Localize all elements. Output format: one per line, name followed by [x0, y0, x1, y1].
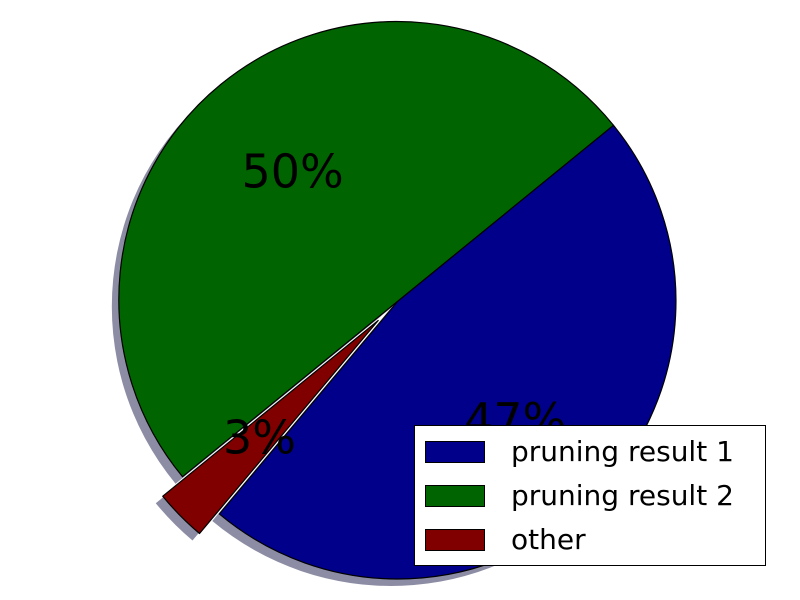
- legend: pruning result 1 pruning result 2 other: [414, 425, 766, 566]
- legend-swatch-other: [425, 529, 485, 551]
- pie-slice-other: [162, 319, 379, 535]
- legend-item-pruning-result-2: pruning result 2: [425, 479, 734, 512]
- legend-swatch-pruning-result-1: [425, 441, 485, 463]
- legend-item-other: other: [425, 523, 586, 556]
- pct-label-other: 3%: [223, 411, 296, 465]
- pie-slice-pruning-result-2: [118, 20, 615, 478]
- pct-label-pruning-result-2: 50%: [241, 145, 343, 199]
- legend-label-pruning-result-1: pruning result 1: [511, 435, 734, 468]
- legend-item-pruning-result-1: pruning result 1: [425, 435, 734, 468]
- legend-label-other: other: [511, 523, 586, 556]
- legend-swatch-pruning-result-2: [425, 485, 485, 507]
- legend-label-pruning-result-2: pruning result 2: [511, 479, 734, 512]
